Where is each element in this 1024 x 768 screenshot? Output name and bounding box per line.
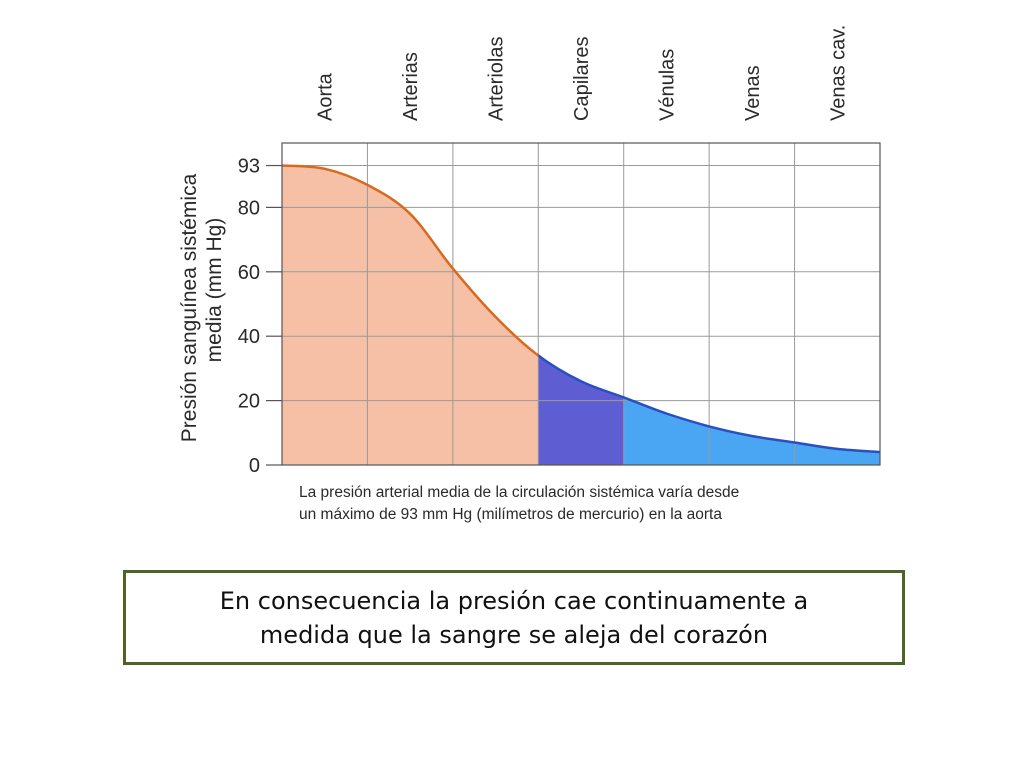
y-tick-label: 93 <box>238 156 260 178</box>
category-label: Venas <box>742 65 764 121</box>
x-axis-categories: Aorta Arterias Arteriolas Capilares Vénulas V… <box>315 25 850 121</box>
y-tick-label: 0 <box>249 455 260 477</box>
grid-lines <box>282 143 880 465</box>
y-axis-label-line2: media (mm Hg) <box>203 218 226 363</box>
figure-caption: La presión arterial media de la circulac… <box>293 480 838 530</box>
pressure-curve-arterial <box>281 164 539 358</box>
note-line-1: En consecuencia la presión cae continuam… <box>219 586 809 615</box>
y-axis-ticks: 0 20 40 60 80 93 <box>238 156 282 477</box>
category-label: Venas cav. <box>827 25 849 121</box>
region-fills <box>282 165 880 465</box>
note-line-2: medida que la sangre se aleja del corazó… <box>259 620 769 649</box>
category-label: Arterias <box>400 52 422 121</box>
caption-line-1: La presión arterial media de la circulac… <box>299 484 740 501</box>
y-tick-label: 40 <box>238 326 260 348</box>
plot-frame <box>281 142 881 466</box>
region-fill <box>623 397 880 465</box>
blood-pressure-chart: 0 20 40 60 80 93 Aorta Arterias Arteriolas Capil… <box>178 25 881 477</box>
y-tick-label: 20 <box>238 391 260 413</box>
y-tick-label: 80 <box>238 197 260 219</box>
category-label: Vénulas <box>656 49 678 121</box>
y-axis-label-line1: Presión sanguínea sistémica <box>178 173 201 442</box>
region-fill <box>282 165 539 465</box>
category-label: Capilares <box>571 37 593 121</box>
pressure-curve-venous <box>538 353 881 454</box>
conclusion-note: En consecuencia la presión cae continuam… <box>123 570 905 665</box>
y-tick-label: 60 <box>238 262 260 284</box>
region-fill <box>538 355 624 465</box>
caption-line-2: un máximo de 93 mm Hg (milímetros de mer… <box>299 506 722 523</box>
category-label: Arteriolas <box>486 37 508 121</box>
category-label: Aorta <box>315 72 337 121</box>
